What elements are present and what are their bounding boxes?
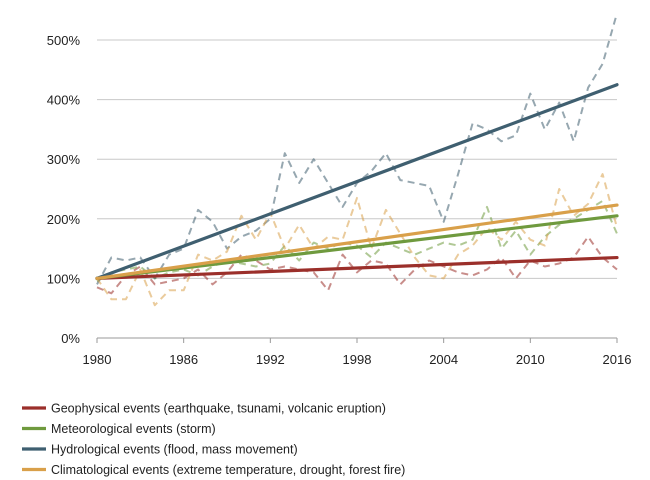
y-tick-label: 200% <box>47 212 81 227</box>
series-dashed-0 <box>96 235 618 295</box>
series-trendline-3 <box>95 203 619 280</box>
y-tick-label: 100% <box>47 271 81 286</box>
series-trendline-1 <box>95 214 619 280</box>
series-trendline-2 <box>95 83 619 280</box>
y-tick-label: 300% <box>47 152 81 167</box>
x-tick-label: 2004 <box>429 352 458 367</box>
legend-label-1: Meteorological events (storm) <box>51 422 216 436</box>
grid <box>97 39 617 339</box>
y-tick-label: 500% <box>47 33 81 48</box>
legend: Geophysical events (earthquake, tsunami,… <box>22 402 405 477</box>
series-trendline-0 <box>95 255 619 280</box>
x-tick-label: 1998 <box>343 352 372 367</box>
legend-label-2: Hydrological events (flood, mass movemen… <box>51 443 298 457</box>
x-tick-label: 1980 <box>83 352 112 367</box>
legend-label-0: Geophysical events (earthquake, tsunami,… <box>51 402 386 416</box>
axes: 0% 100% 200% 300% 400% 500% 1980 1986 1992 1998 20… <box>47 33 632 367</box>
y-tick-label: 0% <box>61 331 80 346</box>
x-tick-label: 2016 <box>603 352 632 367</box>
x-tick-label: 1992 <box>256 352 285 367</box>
legend-label-3: Climatological events (extreme temperatu… <box>51 463 405 477</box>
y-tick-label: 400% <box>47 93 81 108</box>
x-tick-label: 2010 <box>516 352 545 367</box>
series-layer <box>95 12 619 307</box>
series-dashed-3 <box>96 173 618 307</box>
x-tick-label: 1986 <box>169 352 198 367</box>
